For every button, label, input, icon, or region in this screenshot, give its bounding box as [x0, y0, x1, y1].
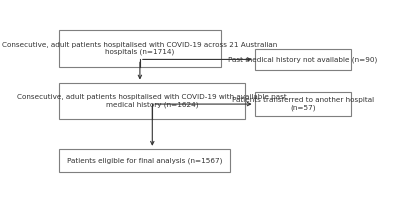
FancyBboxPatch shape [59, 149, 230, 172]
FancyBboxPatch shape [59, 30, 220, 67]
FancyBboxPatch shape [59, 83, 245, 119]
Text: Past medical history not available (n=90): Past medical history not available (n=90… [228, 56, 377, 63]
Text: Patients eligible for final analysis (n=1567): Patients eligible for final analysis (n=… [67, 157, 222, 164]
Text: Consecutive, adult patients hospitalised with COVID-19 across 21 Australian
hosp: Consecutive, adult patients hospitalised… [2, 42, 278, 55]
Text: Patients transferred to another hospital
(n=57): Patients transferred to another hospital… [232, 97, 374, 111]
FancyBboxPatch shape [255, 92, 351, 116]
FancyBboxPatch shape [255, 49, 351, 70]
Text: Consecutive, adult patients hospitalised with COVID-19 with available past
medic: Consecutive, adult patients hospitalised… [18, 94, 287, 108]
